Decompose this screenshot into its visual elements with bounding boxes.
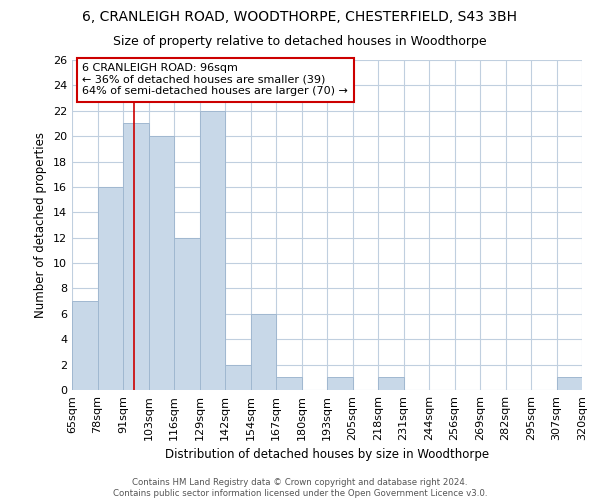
Bar: [199, 111, 225, 390]
Bar: [72, 301, 97, 390]
Bar: [174, 238, 199, 390]
X-axis label: Distribution of detached houses by size in Woodthorpe: Distribution of detached houses by size …: [165, 448, 489, 462]
Bar: [557, 378, 582, 390]
Text: 6, CRANLEIGH ROAD, WOODTHORPE, CHESTERFIELD, S43 3BH: 6, CRANLEIGH ROAD, WOODTHORPE, CHESTERFI…: [83, 10, 517, 24]
Bar: [97, 187, 123, 390]
Bar: [149, 136, 174, 390]
Bar: [276, 378, 302, 390]
Bar: [327, 378, 353, 390]
Text: Size of property relative to detached houses in Woodthorpe: Size of property relative to detached ho…: [113, 35, 487, 48]
Bar: [378, 378, 404, 390]
Y-axis label: Number of detached properties: Number of detached properties: [34, 132, 47, 318]
Bar: [225, 364, 251, 390]
Bar: [123, 124, 149, 390]
Text: 6 CRANLEIGH ROAD: 96sqm
← 36% of detached houses are smaller (39)
64% of semi-de: 6 CRANLEIGH ROAD: 96sqm ← 36% of detache…: [82, 64, 348, 96]
Text: Contains HM Land Registry data © Crown copyright and database right 2024.
Contai: Contains HM Land Registry data © Crown c…: [113, 478, 487, 498]
Bar: [251, 314, 276, 390]
